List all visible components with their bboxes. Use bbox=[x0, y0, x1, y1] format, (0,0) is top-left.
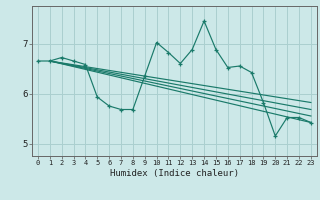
X-axis label: Humidex (Indice chaleur): Humidex (Indice chaleur) bbox=[110, 169, 239, 178]
